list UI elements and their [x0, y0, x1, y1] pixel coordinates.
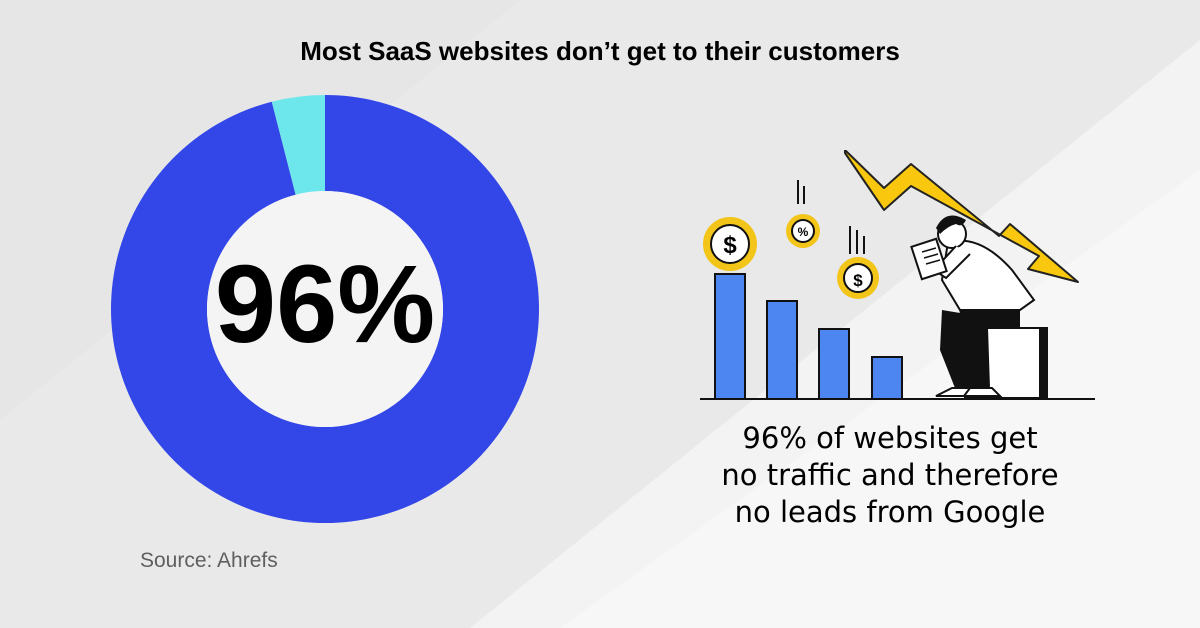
donut-slice — [271, 95, 325, 195]
declining-traffic-illustration: $ % $ — [700, 150, 1095, 400]
traffic-bars — [714, 273, 903, 400]
coin-symbol: $ — [723, 232, 737, 259]
caption: 96% of websites get no traffic and there… — [690, 420, 1090, 530]
caption-line: no traffic and therefore — [721, 457, 1059, 492]
traffic-bar — [766, 300, 798, 400]
stressed-person-icon — [910, 215, 1048, 399]
page-title: Most SaaS websites don’t get to their cu… — [300, 36, 900, 66]
dollar-coin-icon: $ — [703, 217, 757, 271]
donut-chart — [110, 95, 539, 523]
coin-symbol: % — [798, 225, 809, 239]
dollar-coin-icon: $ — [837, 226, 879, 299]
percent-coin-icon: % — [786, 180, 820, 248]
caption-line: 96% of websites get — [742, 421, 1038, 455]
caption-line: no leads from Google — [734, 494, 1046, 529]
traffic-bar — [871, 356, 903, 400]
donut-center-value: 96% — [214, 243, 436, 366]
traffic-bar — [818, 328, 850, 400]
donut-slice — [110, 95, 539, 523]
trend-arrow — [844, 150, 1079, 283]
traffic-bar — [714, 273, 746, 400]
donut-hole — [207, 191, 443, 427]
source-note: Source: Ahrefs — [140, 549, 278, 572]
coin-symbol: $ — [853, 271, 863, 290]
